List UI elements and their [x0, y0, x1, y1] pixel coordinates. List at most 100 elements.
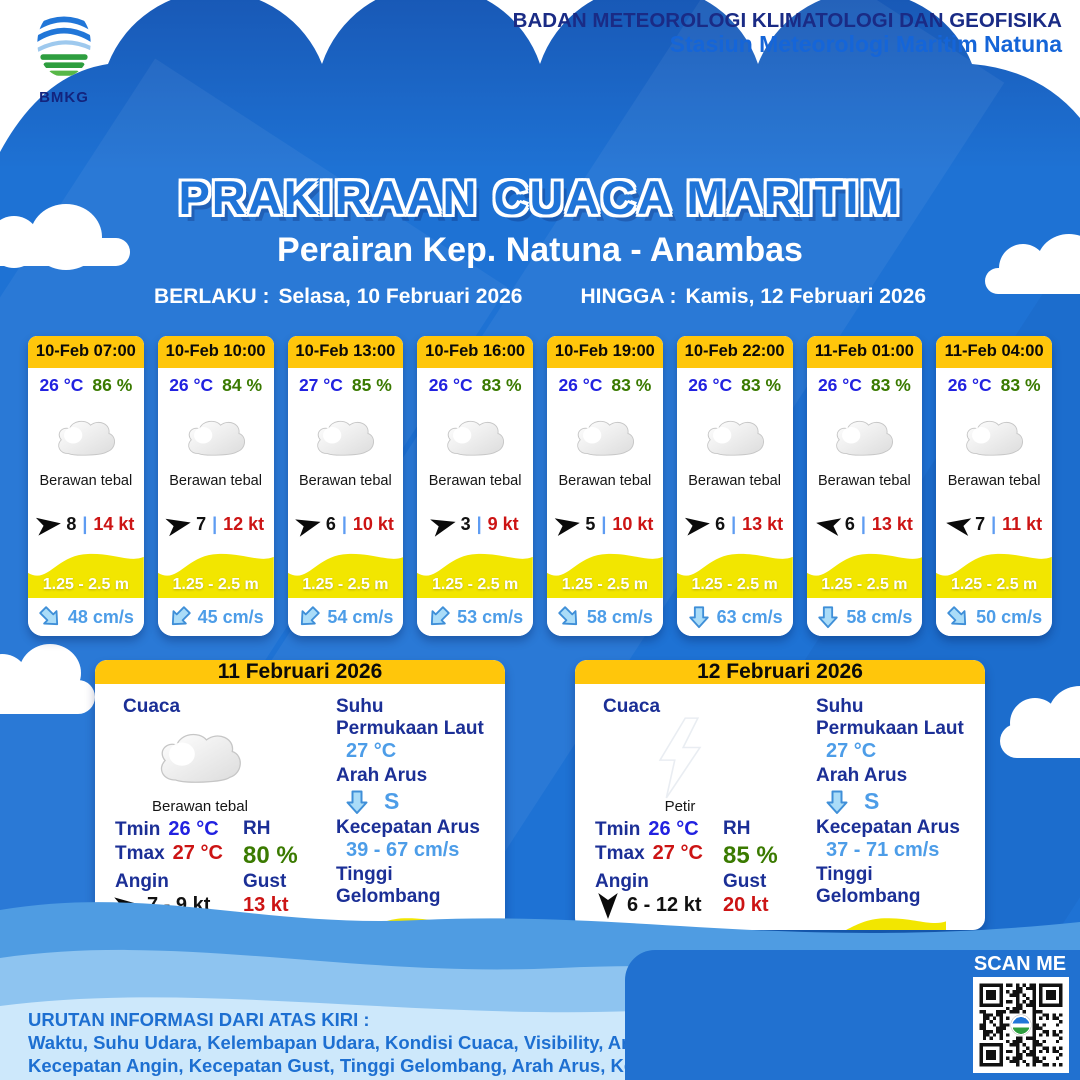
lightning-icon: [651, 716, 709, 805]
current-speed: 63 cm/s: [716, 606, 783, 627]
tmin-label: Tmin: [595, 819, 641, 840]
visibility-value: 6: [325, 514, 336, 535]
weather-condition: Berawan tebal: [299, 473, 392, 490]
kecepatan-arus-label: Kecepatan Arus: [816, 817, 960, 838]
temp-row: 26 °C 83 %: [677, 368, 793, 404]
current-row: 50 cm/s: [936, 598, 1052, 636]
gelombang-label: Tinggi Gelombang: [336, 864, 441, 907]
gust-label: Gust: [723, 871, 767, 892]
air-temperature: 26 °C: [558, 375, 603, 396]
weather-condition: Berawan tebal: [818, 473, 911, 490]
wind-row: 7 | 12 kt: [158, 505, 274, 545]
current-direction-icon: [422, 600, 456, 634]
forecast-time: 10-Feb 13:00: [287, 336, 404, 368]
wave-height-band: 1.25 - 2.5 m: [547, 545, 663, 599]
angin-label: Angin: [115, 871, 169, 892]
wind-row: 6 | 13 kt: [677, 505, 793, 545]
bmkg-logo-label: BMKG: [39, 89, 89, 106]
wind-direction-icon: [36, 514, 62, 536]
kecepatan-arus-label: Kecepatan Arus: [336, 817, 480, 838]
rh-label: RH: [243, 818, 271, 839]
hourly-forecast-card: 11-Feb 04:00 26 °C 83 % Berawan tebal 7 …: [936, 336, 1052, 636]
weather-condition: Berawan tebal: [169, 473, 262, 490]
daily-date: 11 Februari 2026: [95, 660, 505, 684]
footer-line1: URUTAN INFORMASI DARI ATAS KIRI :: [28, 1009, 370, 1030]
wind-speed: 10 kt: [352, 514, 394, 535]
scan-me-label: SCAN ME: [973, 953, 1067, 975]
hingga-date: Kamis, 12 Februari 2026: [685, 285, 927, 308]
wind-row: 7 | 11 kt: [936, 505, 1052, 545]
daily-date: 12 Februari 2026: [575, 660, 985, 684]
sst-label: Suhu Permukaan Laut: [336, 696, 484, 739]
visibility-value: 6: [715, 514, 726, 535]
hourly-forecast-card: 10-Feb 19:00 26 °C 83 % Berawan tebal 5 …: [547, 336, 663, 636]
separator: |: [860, 514, 866, 535]
forecast-time: 10-Feb 22:00: [676, 336, 793, 368]
separator: |: [991, 514, 997, 535]
visibility-value: 7: [975, 514, 986, 535]
temp-row: 26 °C 83 %: [807, 368, 923, 404]
current-speed: 58 cm/s: [586, 606, 653, 627]
current-speed: 54 cm/s: [327, 606, 394, 627]
forecast-time: 10-Feb 16:00: [417, 336, 533, 368]
current-direction-icon: [33, 600, 67, 634]
daily-condition: Berawan tebal: [152, 798, 248, 815]
gust-value: 13 kt: [243, 894, 289, 916]
tmin-value: 26 °C: [168, 818, 219, 840]
tmax-value: 27 °C: [172, 842, 223, 864]
qr-code: [973, 977, 1069, 1073]
daily-cards: 11 Februari 2026 Cuaca: [95, 660, 985, 930]
tmin-label: Tmin: [115, 819, 161, 840]
forecast-time: 10-Feb 10:00: [157, 336, 274, 368]
agency-name: BADAN METEOROLOGI KLIMATOLOGI DAN GEOFIS…: [512, 9, 1062, 32]
humidity: 83 %: [481, 375, 522, 396]
wave-height: 1.25 - 2.5 m: [691, 576, 778, 594]
current-direction: S: [384, 788, 400, 814]
angin-label: Angin: [595, 871, 649, 892]
wind-direction-icon: [598, 892, 618, 919]
station-name: Stasiun Meteorologi Maritim Natuna: [669, 31, 1062, 57]
wind-row: 6 | 13 kt: [807, 505, 923, 545]
sst-label: Suhu Permukaan Laut: [816, 696, 964, 739]
visibility-value: 6: [844, 514, 855, 535]
hourly-forecast-card: 10-Feb 13:00 27 °C 85 % Berawan tebal 6 …: [287, 336, 404, 636]
current-row: 45 cm/s: [157, 598, 274, 636]
rh-value: 80 %: [243, 842, 298, 869]
hourly-forecast-card: 10-Feb 22:00 26 °C 83 % Berawan tebal 6 …: [676, 336, 793, 636]
current-row: 58 cm/s: [806, 598, 923, 636]
wind-row: 5 | 10 kt: [547, 505, 663, 545]
sst-value: 27 °C: [346, 740, 397, 762]
air-temperature: 26 °C: [817, 375, 862, 396]
daily-condition: Petir: [664, 798, 696, 815]
temp-row: 26 °C 83 %: [417, 368, 533, 404]
air-temperature: 26 °C: [947, 375, 992, 396]
wind-direction-icon: [294, 513, 323, 537]
hourly-forecast-card: 10-Feb 16:00 26 °C 83 % Berawan tebal 3 …: [417, 336, 533, 636]
arah-arus-label: Arah Arus: [816, 765, 908, 786]
air-temperature: 26 °C: [428, 375, 473, 396]
wave-height: 1.25 - 2.5 m: [561, 576, 649, 594]
cloud-weather-icon: [936, 404, 1052, 474]
current-speed: 45 cm/s: [197, 606, 264, 627]
berlaku-label: BERLAKU :: [153, 285, 270, 308]
visibility-value: 8: [66, 514, 77, 535]
current-direction-icon: [552, 600, 586, 634]
cloud-weather-icon: [417, 404, 533, 474]
forecast-time: 10-Feb 19:00: [547, 336, 663, 368]
wave-height-band: 1.25 - 2.5 m: [157, 545, 274, 599]
wave-height: 1.25 - 2.5 m: [431, 576, 519, 594]
cuaca-label: Cuaca: [603, 696, 661, 717]
visibility-value: 7: [196, 514, 207, 535]
wave-height-band: 1.25 - 2.5 m: [417, 545, 533, 599]
hingga-label: HINGGA :: [580, 285, 677, 308]
wind-row: 8 | 14 kt: [28, 505, 144, 545]
cloud-weather-icon: [28, 404, 144, 474]
forecast-time: 10-Feb 07:00: [28, 336, 144, 368]
weather-condition: Berawan tebal: [947, 473, 1041, 490]
wind-speed: 13 kt: [871, 514, 913, 535]
wave-height-band: 1.25 - 2.5 m: [28, 545, 144, 599]
footer-line3: Kecepatan Angin, Kecepatan Gust, Tinggi …: [28, 1055, 751, 1076]
air-temperature: 26 °C: [688, 375, 733, 396]
separator: |: [82, 514, 88, 535]
